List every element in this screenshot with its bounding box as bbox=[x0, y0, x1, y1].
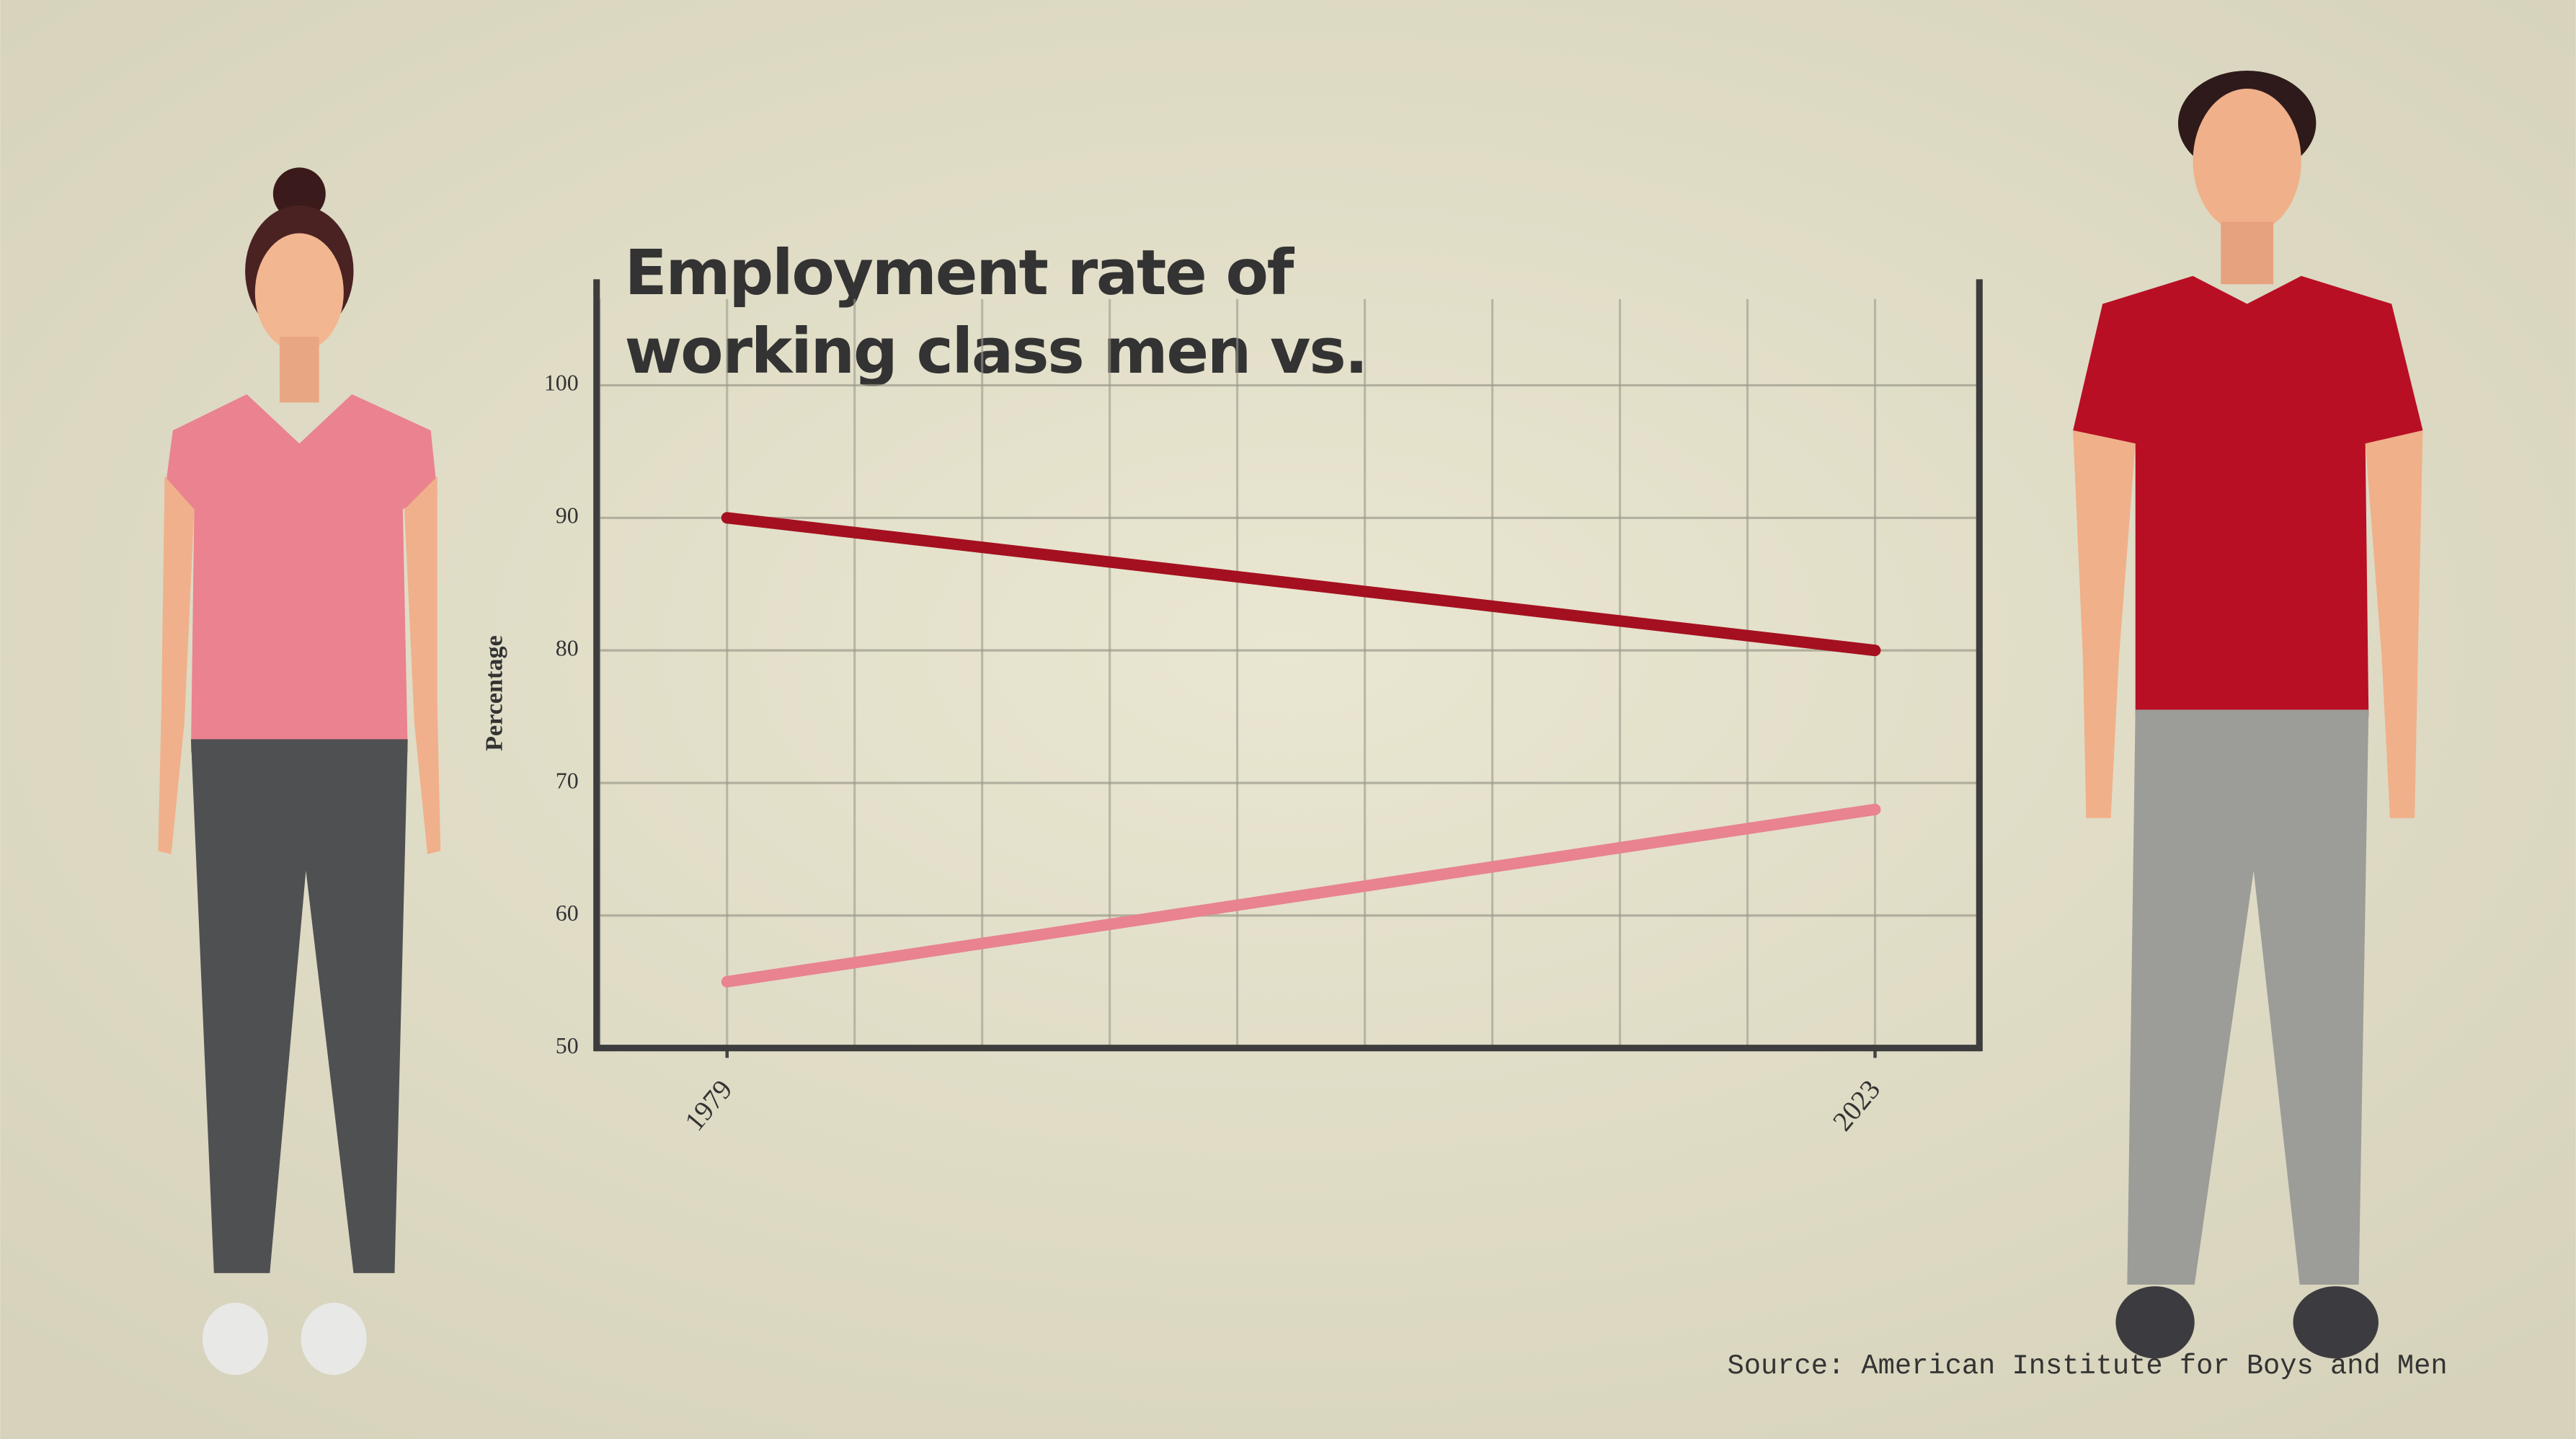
source-note: Source: American Institute for Boys and … bbox=[1728, 1350, 2448, 1382]
y-axis-label: Percentage bbox=[481, 635, 508, 751]
chart-title: Employment rate of working class men vs.… bbox=[624, 236, 1368, 414]
series-line bbox=[721, 512, 1881, 657]
y-tick-label: 50 bbox=[556, 1033, 579, 1058]
man-figure bbox=[2073, 70, 2423, 1359]
woman-figure bbox=[158, 167, 441, 1376]
series-line bbox=[721, 803, 1881, 988]
title-box: Employment rate of working class men vs.… bbox=[624, 236, 1368, 414]
y-tick-label: 100 bbox=[544, 371, 579, 396]
y-tick-label: 70 bbox=[556, 768, 579, 793]
axis-frame bbox=[593, 279, 1983, 1052]
y-tick-label: 90 bbox=[556, 503, 579, 528]
y-tick-label: 80 bbox=[556, 635, 579, 660]
y-tick-label: 60 bbox=[556, 900, 579, 926]
